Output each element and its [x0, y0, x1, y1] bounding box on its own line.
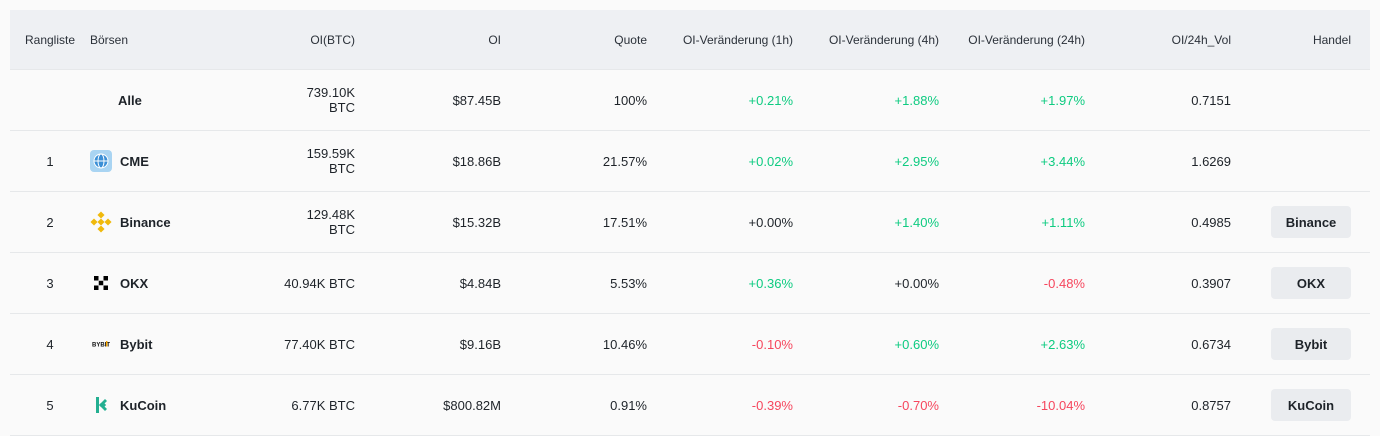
rank-cell: 5 — [46, 397, 54, 413]
trade-cell: Binance — [1231, 206, 1361, 238]
header-trade: Handel — [1231, 33, 1361, 47]
rank-cell: 3 — [46, 275, 54, 291]
change-1h-cell: +0.02% — [748, 153, 793, 169]
oi-cell: $800.82M — [443, 397, 501, 413]
exchange-cell: Binance — [90, 211, 280, 233]
change-1h-cell: +0.36% — [748, 275, 793, 291]
rank-cell: 1 — [46, 153, 54, 169]
change-1h-cell: -0.39% — [751, 397, 793, 413]
oi-btc-cell: 159.59K BTC — [306, 146, 355, 176]
table-row[interactable]: 4 BYBIT Bybit 77.40K BTC $9.16B 10.46% -0.10… — [10, 314, 1370, 375]
exchange-cell: BYBIT Bybit — [90, 333, 280, 355]
change-4h-cell: -0.70% — [897, 397, 939, 413]
exchange-name[interactable]: OKX — [120, 275, 149, 291]
header-rank[interactable]: Rangliste — [24, 32, 76, 47]
header-change-24h[interactable]: OI-Veränderung (24h) — [968, 32, 1085, 47]
oi-vol-cell: 0.3907 — [1191, 275, 1231, 291]
oi-cell: $15.32B — [452, 214, 501, 230]
oi-vol-cell: 0.8757 — [1191, 397, 1231, 413]
oi-btc-cell: 6.77K BTC — [291, 397, 355, 413]
exchange-cell: OKX — [90, 272, 280, 294]
bybit-icon: BYBIT — [90, 333, 112, 355]
table-row[interactable]: 5 KuCoin 6.77K BTC $800.82M 0.91% -0.39% -0.7… — [10, 375, 1370, 436]
table-row[interactable]: 3 OKX 40.94K BTC $4.84B 5.53% +0.36% +0.00% -0… — [10, 253, 1370, 314]
table-row-all[interactable]: Alle 739.10K BTC $87.45B 100% +0.21% +1.88% +1… — [10, 70, 1370, 131]
oi-vol-cell: 0.6734 — [1191, 336, 1231, 352]
oi-cell: $18.86B — [452, 153, 501, 169]
header-quote[interactable]: Quote — [614, 32, 647, 47]
cme-icon — [90, 150, 112, 172]
binance-icon — [90, 211, 112, 233]
oi-vol-cell: 0.4985 — [1191, 214, 1231, 230]
header-exchange[interactable]: Börsen — [90, 32, 129, 47]
kucoin-icon — [90, 394, 112, 416]
rank-cell: 2 — [46, 214, 54, 230]
exchange-name[interactable]: Bybit — [120, 336, 153, 352]
trade-cell: Bybit — [1231, 328, 1361, 360]
trade-button[interactable]: KuCoin — [1271, 389, 1351, 421]
quote-cell: 21.57% — [602, 153, 647, 169]
exchange-cell: CME — [90, 150, 280, 172]
change-24h-cell: -10.04% — [1036, 397, 1085, 413]
change-4h-cell: +0.60% — [894, 336, 939, 352]
header-oi[interactable]: OI — [488, 32, 501, 47]
change-24h-cell: -0.48% — [1043, 275, 1085, 291]
quote-cell: 5.53% — [610, 275, 647, 291]
header-change-1h[interactable]: OI-Veränderung (1h) — [682, 32, 793, 47]
change-24h-cell: +3.44% — [1040, 153, 1085, 169]
exchange-name[interactable]: Alle — [118, 92, 142, 108]
oi-btc-cell: 739.10K BTC — [306, 85, 355, 115]
oi-cell: $9.16B — [459, 336, 501, 352]
header-oi-btc[interactable]: OI(BTC) — [310, 32, 355, 47]
change-24h-cell: +1.97% — [1040, 92, 1085, 108]
header-change-4h[interactable]: OI-Veränderung (4h) — [828, 32, 939, 47]
trade-cell: KuCoin — [1231, 389, 1361, 421]
exchange-cell: KuCoin — [90, 394, 280, 416]
open-interest-table: Rangliste Börsen OI(BTC) OI Quote OI-Ver… — [10, 10, 1370, 436]
trade-button[interactable]: Binance — [1271, 206, 1351, 238]
header-trade-label: Handel — [1312, 32, 1351, 47]
change-24h-cell: +1.11% — [1041, 214, 1086, 230]
oi-btc-cell: 77.40K BTC — [284, 336, 355, 352]
bybit-icon-text: BYBIT — [92, 343, 110, 349]
quote-cell: 0.91% — [610, 397, 647, 413]
oi-btc-cell: 40.94K BTC — [284, 275, 355, 291]
change-4h-cell: +1.40% — [894, 214, 939, 230]
trade-cell: OKX — [1231, 267, 1361, 299]
trade-button[interactable]: OKX — [1271, 267, 1351, 299]
rank-cell: 4 — [46, 336, 54, 352]
change-4h-cell: +1.88% — [894, 92, 939, 108]
header-oi-vol[interactable]: OI/24h_Vol — [1171, 32, 1231, 47]
exchange-cell: Alle — [90, 93, 280, 108]
trade-button[interactable]: Bybit — [1271, 328, 1351, 360]
quote-cell: 100% — [613, 92, 647, 108]
exchange-name[interactable]: KuCoin — [120, 397, 167, 413]
exchange-name[interactable]: Binance — [120, 214, 171, 230]
okx-icon — [90, 272, 112, 294]
table-header: Rangliste Börsen OI(BTC) OI Quote OI-Ver… — [10, 10, 1370, 70]
oi-cell: $87.45B — [452, 92, 501, 108]
change-1h-cell: -0.10% — [751, 336, 793, 352]
oi-btc-cell: 129.48K BTC — [306, 207, 355, 237]
change-4h-cell: +0.00% — [894, 275, 939, 291]
change-1h-cell: +0.21% — [748, 92, 793, 108]
change-4h-cell: +2.95% — [894, 153, 939, 169]
oi-cell: $4.84B — [459, 275, 501, 291]
table-row[interactable]: 2 Binance 129.48K BTC $15.32B 17.51% +0.00% +… — [10, 192, 1370, 253]
table-row[interactable]: 1 CME 159.59K BTC $18.86B 21.57% +0.02% +2.95… — [10, 131, 1370, 192]
quote-cell: 17.51% — [602, 214, 647, 230]
oi-vol-cell: 1.6269 — [1191, 153, 1231, 169]
oi-vol-cell: 0.7151 — [1191, 92, 1231, 108]
change-24h-cell: +2.63% — [1040, 336, 1085, 352]
change-1h-cell: +0.00% — [748, 214, 793, 230]
quote-cell: 10.46% — [602, 336, 647, 352]
exchange-name[interactable]: CME — [120, 153, 149, 169]
